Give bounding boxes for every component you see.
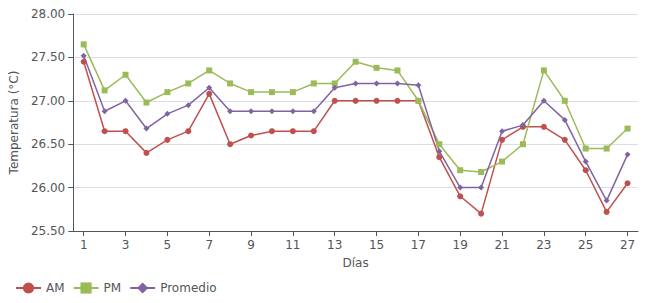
svg-text:25: 25 [578,238,593,252]
svg-text:5: 5 [164,238,172,252]
svg-text:23: 23 [536,238,551,252]
svg-text:9: 9 [247,238,255,252]
svg-text:AM: AM [46,281,65,295]
svg-text:25.50: 25.50 [31,224,65,238]
svg-text:26.00: 26.00 [31,181,65,195]
svg-text:27.50: 27.50 [31,50,65,64]
svg-text:17: 17 [411,238,426,252]
svg-text:27.00: 27.00 [31,94,65,108]
svg-text:13: 13 [327,238,342,252]
svg-text:Temperatura (°C): Temperatura (°C) [7,71,21,176]
svg-text:19: 19 [453,238,468,252]
svg-text:7: 7 [205,238,213,252]
svg-text:11: 11 [285,238,300,252]
svg-text:1: 1 [80,238,88,252]
svg-text:15: 15 [369,238,384,252]
svg-text:PM: PM [104,281,122,295]
svg-text:3: 3 [122,238,130,252]
svg-text:Días: Días [343,256,369,270]
svg-text:27: 27 [620,238,635,252]
svg-text:28.00: 28.00 [31,7,65,21]
svg-text:26.50: 26.50 [31,137,65,151]
svg-text:Promedio: Promedio [160,281,216,295]
svg-text:21: 21 [494,238,509,252]
